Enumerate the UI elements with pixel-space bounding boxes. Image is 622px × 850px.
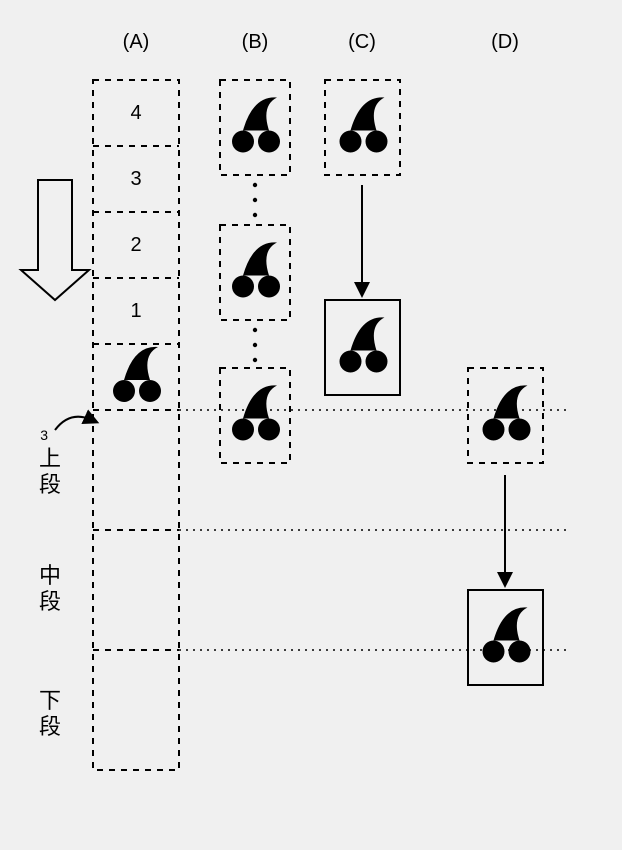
ellipsis-dot bbox=[253, 213, 257, 217]
A-cell-num-3: 3 bbox=[130, 168, 141, 190]
level-label-1: 中段 bbox=[39, 563, 71, 614]
col-label-C: (C) bbox=[348, 31, 376, 53]
music-note-icon bbox=[483, 607, 531, 662]
A-cell-num-2: 2 bbox=[130, 234, 141, 256]
ellipsis-dot bbox=[253, 183, 257, 187]
music-note-icon bbox=[232, 385, 280, 440]
music-note-icon bbox=[232, 242, 280, 297]
A-cell-num-4: 4 bbox=[130, 102, 141, 124]
music-note-icon bbox=[232, 97, 280, 152]
col-label-A: (A) bbox=[123, 31, 150, 53]
leader-arrow bbox=[55, 417, 92, 430]
level-label-0: 上段 bbox=[39, 446, 71, 497]
music-note-icon bbox=[340, 317, 388, 372]
music-note-icon bbox=[340, 97, 388, 152]
ellipsis-dot bbox=[253, 328, 257, 332]
diagram-root: (A) (B) (C) (D) 4 3 2 1 上段中段下段 3 bbox=[0, 0, 622, 850]
leader-number: 3 bbox=[40, 427, 48, 443]
col-label-D: (D) bbox=[491, 31, 519, 53]
level-label-2: 下段 bbox=[39, 688, 71, 739]
ellipsis-dot bbox=[253, 198, 257, 202]
time-arrow-icon bbox=[21, 180, 89, 300]
music-note-icon bbox=[483, 385, 531, 440]
music-note-icon bbox=[113, 347, 161, 402]
A-cell-num-1: 1 bbox=[130, 300, 141, 322]
ellipsis-dot bbox=[253, 343, 257, 347]
ellipsis-dot bbox=[253, 358, 257, 362]
col-label-B: (B) bbox=[242, 31, 269, 53]
